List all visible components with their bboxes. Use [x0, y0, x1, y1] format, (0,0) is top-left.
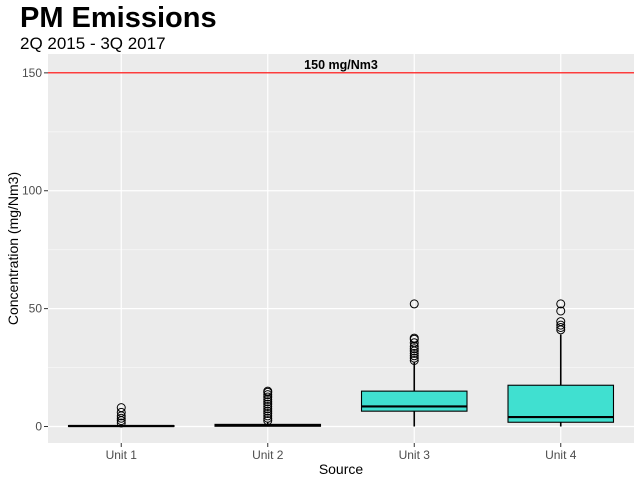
outlier-point	[263, 413, 273, 423]
outlier-point	[263, 390, 273, 400]
reference-line-label: 150 mg/Nm3	[304, 58, 378, 72]
outlier-point	[263, 401, 273, 411]
x-tick-label: Unit 2	[252, 448, 284, 462]
outlier-point	[409, 355, 419, 365]
outlier-point	[116, 407, 126, 417]
outlier-point	[263, 409, 273, 419]
outlier-point	[556, 320, 566, 330]
outlier-point	[263, 411, 273, 421]
outlier-point	[263, 392, 273, 402]
y-tick-label: 150	[22, 66, 42, 80]
x-tick-label: Unit 1	[106, 448, 138, 462]
outlier-point	[409, 351, 419, 361]
y-tick-label: 0	[35, 419, 42, 433]
outlier-point	[409, 299, 419, 309]
outlier-point	[409, 338, 419, 348]
chart-subtitle: 2Q 2015 - 3Q 2017	[20, 34, 166, 53]
outlier-point	[116, 418, 126, 428]
x-tick-label: Unit 4	[545, 448, 577, 462]
y-axis-title: Concentration (mg/Nm3)	[5, 172, 21, 325]
y-tick-label: 100	[22, 184, 42, 198]
outlier-point	[263, 404, 273, 414]
outlier-point	[409, 333, 419, 343]
outlier-point	[556, 322, 566, 332]
box-unit-3	[360, 390, 468, 412]
x-axis-title: Source	[319, 461, 364, 477]
outlier-point	[556, 306, 566, 316]
outlier-point	[116, 413, 126, 423]
outlier-point	[263, 399, 273, 409]
outlier-point	[263, 397, 273, 407]
chart-title: PM Emissions	[20, 2, 217, 34]
outlier-point	[409, 344, 419, 354]
plot-panel	[48, 54, 634, 443]
outlier-point	[409, 353, 419, 363]
y-tick-label: 50	[29, 302, 43, 316]
outlier-point	[556, 299, 566, 309]
x-tick-label: Unit 3	[399, 448, 431, 462]
outlier-point	[116, 403, 126, 413]
outlier-point	[409, 348, 419, 358]
outlier-point	[263, 386, 273, 396]
outlier-point	[263, 416, 273, 426]
outlier-point	[556, 317, 566, 327]
outlier-point	[263, 406, 273, 416]
